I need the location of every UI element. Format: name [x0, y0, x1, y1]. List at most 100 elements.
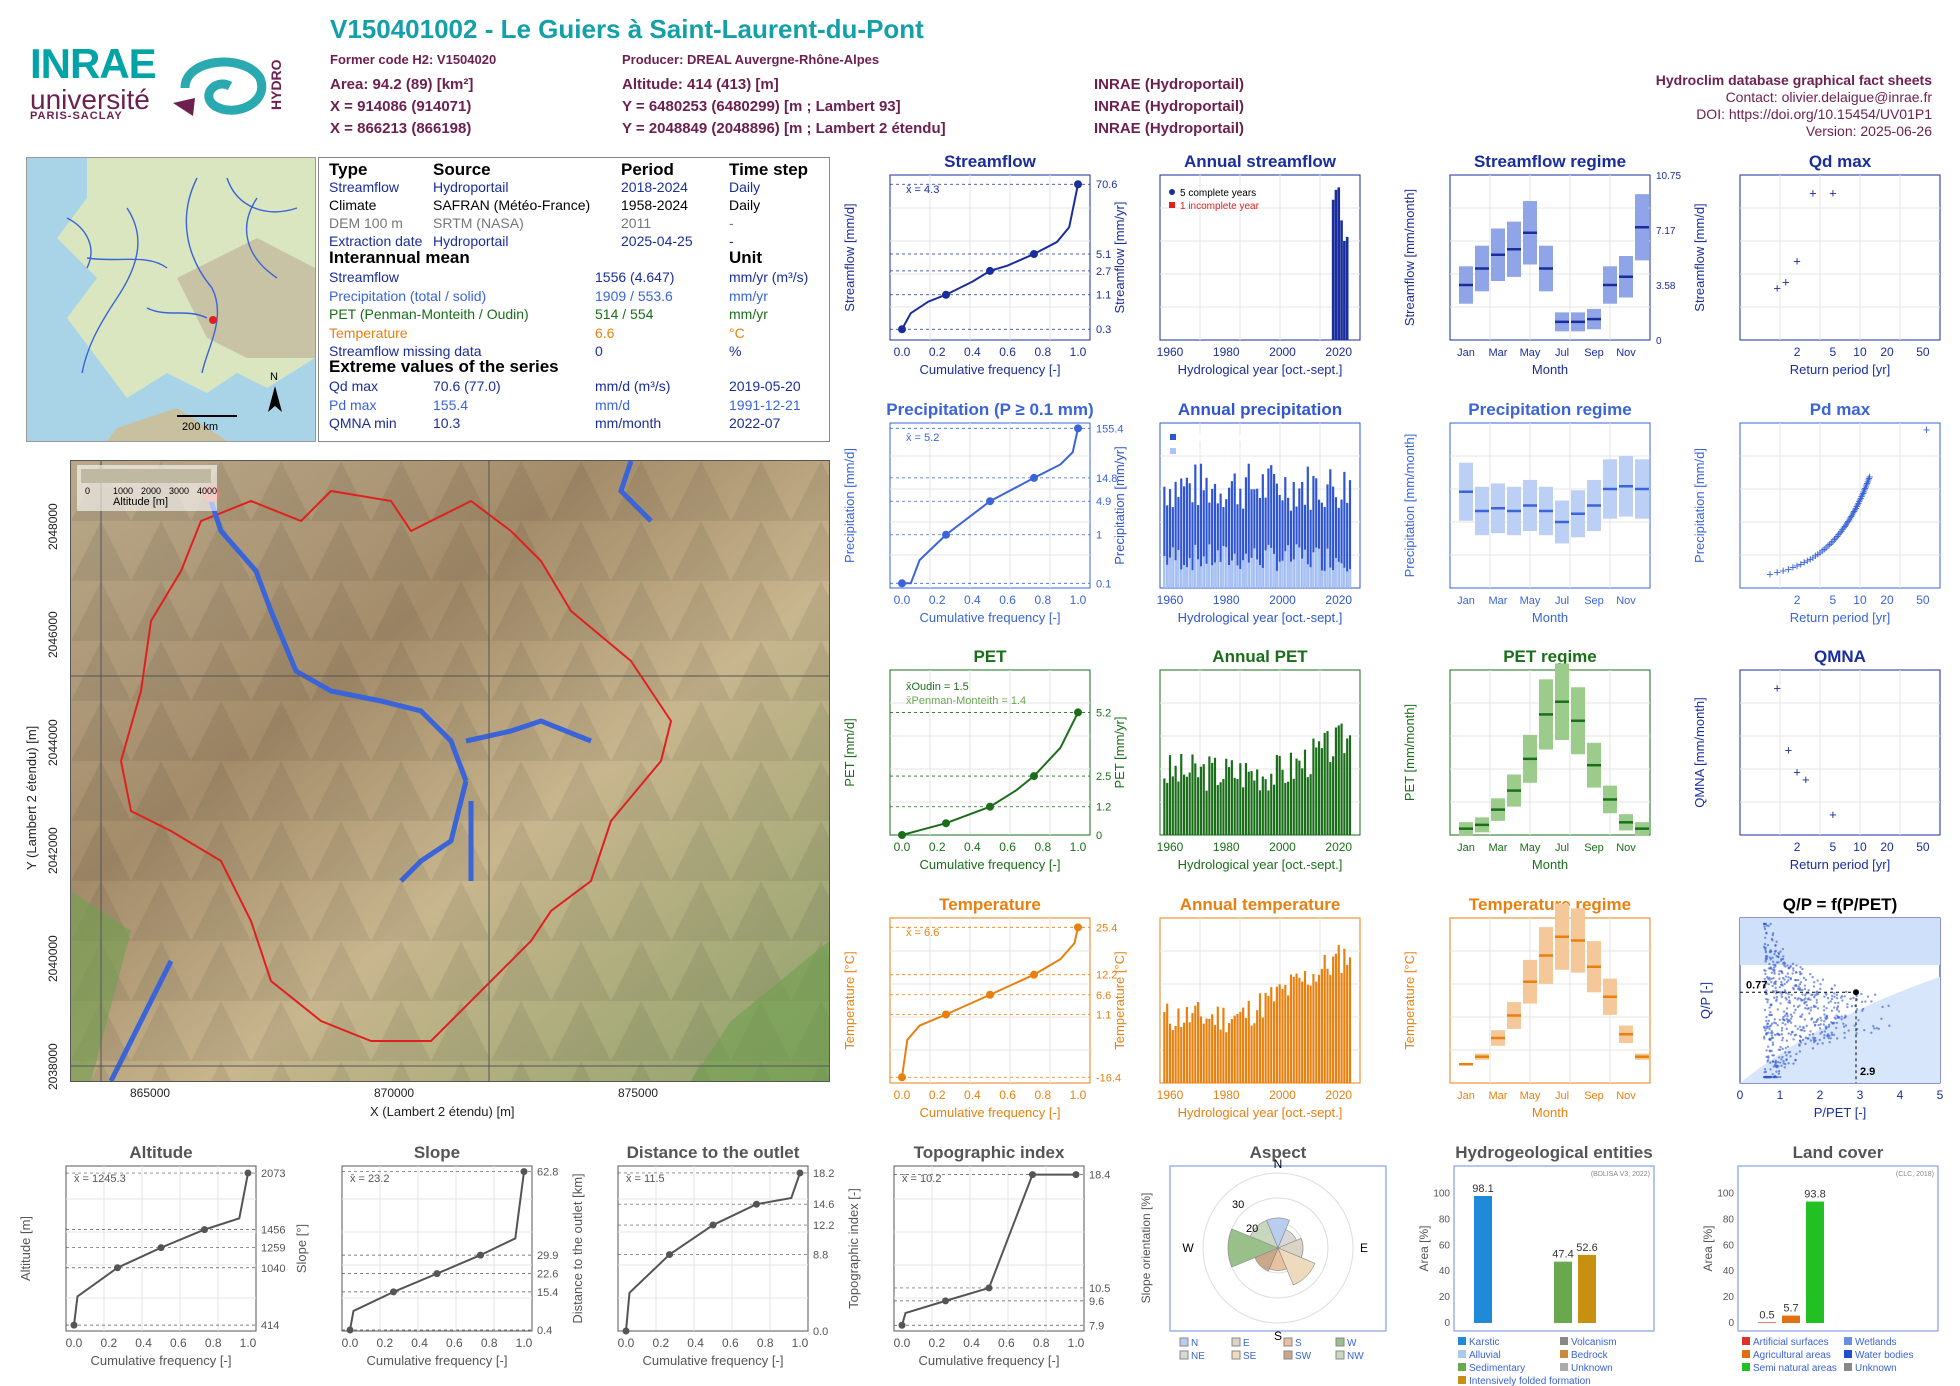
topo-mean: x̄ = 10.2 — [902, 1173, 941, 1185]
qp-ppet-point — [1785, 1027, 1788, 1031]
streamflow-regime-month-tick: Nov — [1616, 347, 1636, 359]
page-title: V150401002 - Le Guiers à Saint-Laurent-d… — [330, 14, 924, 44]
qp-ppet-point — [1815, 991, 1818, 994]
streamflow-duration-xtick: 0.0 — [894, 345, 911, 359]
annual-temp-bar — [1298, 977, 1301, 1083]
annual-precip-bar-solid — [1233, 553, 1236, 588]
qp-ppet-point — [1792, 969, 1795, 972]
pet-regime-month-tick: Mar — [1489, 842, 1508, 854]
temp-regime-month-tick: Jan — [1457, 1090, 1475, 1102]
streamflow-duration-right-tick: 1.1 — [1096, 290, 1111, 302]
pet-duration-curve — [901, 711, 1079, 836]
qp-ppet-point — [1773, 972, 1776, 975]
qp-ppet-point — [1835, 1008, 1839, 1011]
altitude-quantile-point — [114, 1264, 121, 1272]
qp-ppet-point — [1770, 1049, 1773, 1053]
qp-ppet-point — [1855, 1008, 1859, 1011]
annual-pet-bar — [1242, 787, 1245, 835]
annual-precip-bar — [1298, 488, 1301, 588]
pd-max-point: + — [1829, 533, 1837, 548]
distance-quantile-point — [709, 1221, 717, 1229]
qp-ppet-point — [1814, 1020, 1818, 1024]
annual-temp-bar — [1306, 984, 1309, 1083]
annual-temp-bar — [1301, 981, 1304, 1083]
qp-ppet-point — [1778, 969, 1781, 973]
qp-ppet-point — [1765, 992, 1769, 996]
qp-ppet-point — [1823, 1036, 1826, 1040]
qp-ppet-point — [1803, 994, 1807, 997]
pet-duration-quantile-point — [942, 819, 950, 828]
annual-pet-bar — [1340, 723, 1343, 835]
qp-ppet-point — [1811, 975, 1814, 979]
qp-ppet-point — [1811, 993, 1814, 996]
annual-precip-bar-solid — [1343, 567, 1346, 588]
precip-regime-month-tick: Mar — [1489, 595, 1508, 607]
qp-ppet-point — [1840, 1015, 1843, 1018]
topo-xtick: 1.0 — [1068, 1336, 1085, 1350]
annual-pet-bar — [1222, 778, 1225, 835]
annual-precip-bar — [1177, 496, 1180, 588]
info-step-cell: - — [729, 233, 734, 249]
annual-temp-bar — [1191, 1013, 1194, 1083]
temp-duration-quantile-point — [1074, 923, 1082, 932]
qp-ppet-point — [1849, 997, 1852, 1001]
annual-precip-bar — [1225, 499, 1228, 588]
qp-ppet-point — [1765, 1019, 1768, 1023]
annual-precip-bar — [1337, 507, 1340, 588]
landcover-legend-swatch — [1844, 1337, 1852, 1345]
annual-precip-bar-solid — [1205, 563, 1208, 588]
annual-temp-bar — [1343, 948, 1346, 1083]
pd-max-point: + — [1779, 563, 1787, 578]
pet-duration-ylabel: PET [mm/d] — [842, 718, 857, 786]
pd-max-point: + — [1797, 556, 1805, 571]
qp-ppet-point — [1781, 1036, 1785, 1040]
annual-temp-bar — [1295, 973, 1298, 1083]
north-label: N — [270, 371, 278, 383]
mean-label-cell: Temperature — [329, 324, 408, 341]
mean-heading: Interannual mean — [329, 248, 470, 267]
qp-ppet-point — [1787, 995, 1791, 999]
aspect-legend-swatch — [1283, 1337, 1293, 1347]
annual-precip-bar-solid — [1337, 561, 1340, 588]
pd-max-point: + — [1806, 551, 1814, 566]
area: Area: 94.2 (89) [km²] — [330, 76, 474, 93]
annual-pet-year-tick: 2000 — [1269, 840, 1296, 854]
pd-max-point: + — [1862, 479, 1870, 494]
slope-quantile-point — [477, 1251, 484, 1259]
annual-precip-bar-solid — [1185, 567, 1188, 588]
qp-ppet-point — [1818, 1038, 1822, 1042]
qp-ppet-point — [1840, 1017, 1843, 1021]
annual-precip-bar — [1275, 483, 1278, 588]
qp-ppet-point — [1787, 1051, 1790, 1054]
annual-precip-bar-solid — [1182, 565, 1186, 588]
streamflow-duration-right-tick: 5.1 — [1096, 249, 1111, 261]
annual-pet-bar — [1197, 777, 1200, 835]
altitude-xtick: 0.2 — [100, 1336, 117, 1350]
pd-max-point: + — [1854, 497, 1862, 512]
streamflow-duration-right-tick: 70.6 — [1096, 179, 1117, 191]
distance-xtick: 0.8 — [757, 1336, 774, 1350]
annual-precip-bar — [1289, 510, 1293, 588]
annual-pet-bar — [1233, 777, 1236, 835]
extreme-label-cell: Pd max — [329, 396, 377, 413]
precip-regime-month-tick: Jan — [1457, 595, 1475, 607]
extreme-value-cell: 70.6 (77.0) — [433, 378, 501, 394]
distance-frame — [617, 1165, 809, 1332]
annual-pet-title: Annual PET — [1212, 647, 1308, 666]
qp-ppet-point — [1780, 995, 1784, 999]
hydrogeo-legend-label: Unknown — [1571, 1363, 1613, 1374]
slope-quantile-point — [433, 1270, 441, 1278]
qp-ppet-point — [1771, 984, 1774, 988]
overview-map-svg: 200 km N — [27, 158, 315, 441]
hydrogeo-legend-swatch — [1560, 1337, 1568, 1345]
qp-ppet-point — [1779, 950, 1782, 953]
qp-ppet-point — [1768, 962, 1771, 966]
pd-max-point: + — [1847, 509, 1855, 524]
distance-right-tick: 8.8 — [813, 1250, 828, 1262]
info-source-cell: SAFRAN (Météo-France) — [433, 197, 591, 213]
qp-ppet-point — [1803, 1001, 1806, 1004]
annual-pet-bar — [1239, 763, 1242, 835]
qp-ppet-point — [1794, 996, 1797, 1000]
qp-ppet-point — [1810, 1006, 1813, 1009]
topo-right-tick: 10.5 — [1089, 1283, 1110, 1295]
